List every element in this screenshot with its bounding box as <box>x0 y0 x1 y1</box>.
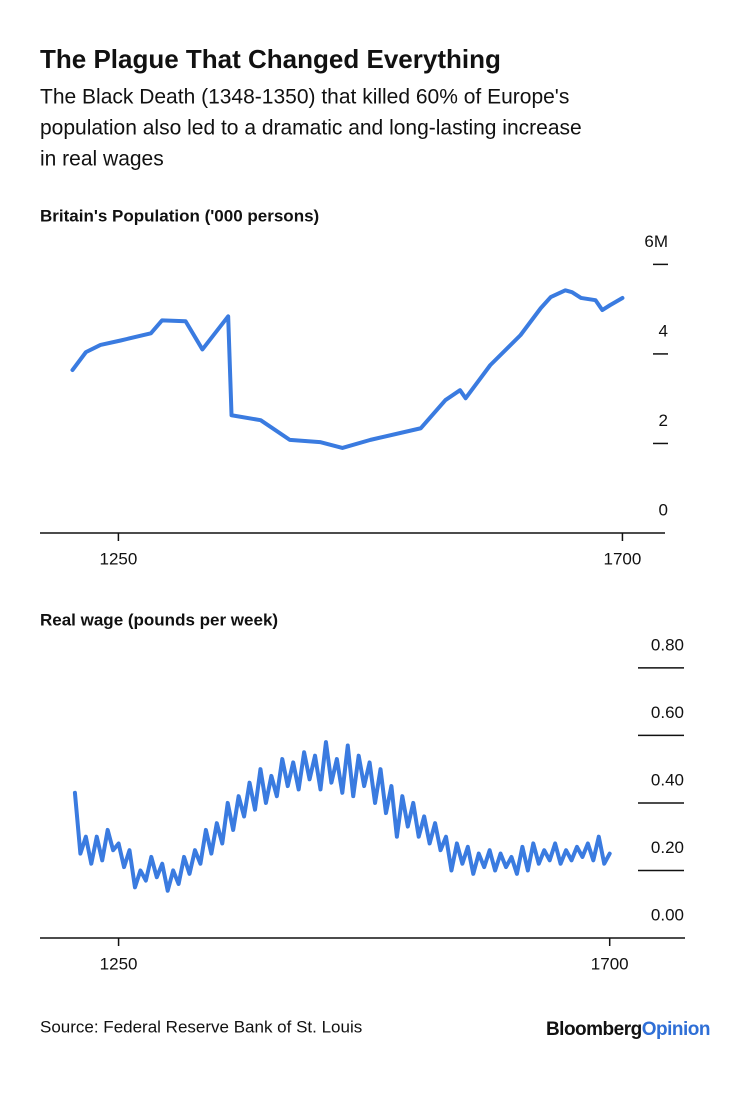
subtitle-line: The Black Death (1348-1350) that killed … <box>40 86 569 109</box>
y-tick-label: 4 <box>659 321 668 340</box>
y-tick-label: 0.80 <box>651 635 684 654</box>
brand: BloombergOpinion <box>546 1019 710 1040</box>
subtitle-line: in real wages <box>40 148 164 171</box>
y-tick-label: 0.60 <box>651 703 684 722</box>
y-tick-label: 0.40 <box>651 770 684 789</box>
x-tick-label: 1250 <box>99 549 137 568</box>
y-tick-label: 0.00 <box>651 905 684 924</box>
page-title: The Plague That Changed Everything <box>40 44 501 74</box>
y-tick-label: 6M <box>644 232 668 251</box>
brand-part: Bloomberg <box>546 1019 642 1040</box>
x-tick-label: 1250 <box>100 954 138 973</box>
data-line <box>70 288 625 450</box>
chart-title: Britain's Population ('000 persons) <box>40 206 319 225</box>
y-tick-label: 2 <box>659 411 668 430</box>
source: Source: Federal Reserve Bank of St. Loui… <box>40 1017 362 1036</box>
y-tick-label: 0.20 <box>651 838 684 857</box>
data-line <box>72 740 612 893</box>
chart-title: Real wage (pounds per week) <box>40 610 278 629</box>
y-tick-label: 0 <box>659 500 668 519</box>
brand-part: Opinion <box>642 1019 710 1040</box>
x-tick-label: 1700 <box>604 549 642 568</box>
subtitle-line: population also led to a dramatic and lo… <box>40 117 582 140</box>
x-tick-label: 1700 <box>591 954 629 973</box>
